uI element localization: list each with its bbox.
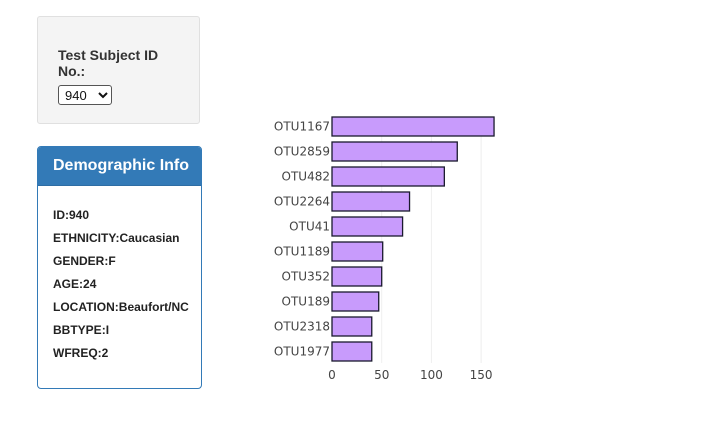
demographic-separator: : [114,300,119,314]
demographic-row-wfreq: WFREQ:2 [53,346,201,369]
category-label-otu1167: OTU1167 [274,120,330,134]
category-label-otu1189: OTU1189 [274,245,330,259]
category-label-otu352: OTU352 [282,270,330,284]
demographic-value: 940 [69,208,90,222]
category-label-otu189: OTU189 [282,295,330,309]
bar-otu189[interactable] [331,291,380,312]
demographic-key: GENDER [53,254,105,268]
category-label-otu2318: OTU2318 [274,320,330,334]
demographic-row-gender: GENDER:F [53,254,201,277]
demographic-row-ethnicity: ETHNICITY:Caucasian [53,231,201,254]
demographic-info-panel: Demographic Info ID:940 ETHNICITY:Caucasi… [37,146,202,389]
demographic-key: BBTYPE [53,323,102,337]
demographic-value: F [108,254,116,268]
category-label-otu2264: OTU2264 [274,195,330,209]
demographic-key: ETHNICITY [53,231,116,245]
bar-otu2859[interactable] [331,141,458,162]
demographic-value: 24 [83,277,97,291]
demographic-info-body: ID:940 ETHNICITY:Caucasian GENDER:F AGE:24 L… [38,186,201,369]
category-label-otu2859: OTU2859 [274,145,330,159]
bar-otu482[interactable] [331,166,445,187]
bar-otu2318[interactable] [331,316,373,337]
demographic-row-id: ID:940 [53,208,201,231]
demographic-separator: : [79,277,84,291]
bar-otu2264[interactable] [331,191,411,212]
x-tick-label-50: 50 [374,368,389,382]
subject-id-label: Test Subject ID No.: [58,47,159,79]
demographic-row-bbtype: BBTYPE:I [53,323,201,346]
demographic-separator: : [115,231,120,245]
subject-id-dropdown[interactable]: 940 [58,85,112,105]
demographic-row-age: AGE:24 [53,277,201,300]
demographic-key: WFREQ [53,346,98,360]
subject-selector-panel: Test Subject ID No.: 940 [37,16,200,124]
category-label-otu41: OTU41 [289,220,330,234]
demographic-key: AGE [53,277,80,291]
demographic-value: Beaufort/NC [118,300,189,314]
x-tick-label-100: 100 [420,368,443,382]
bar-otu41[interactable] [331,216,404,237]
demographic-separator: : [97,346,102,360]
bar-otu1167[interactable] [331,116,495,137]
demographic-row-location: LOCATION:Beaufort/NC [53,300,201,323]
demographic-value: I [105,323,110,337]
otu-bar-chart-svg: OTU1167 OTU2859 OTU482 OTU2264 OTU41 OTU1189 O… [274,116,495,382]
otu-bar-chart: OTU1167 OTU2859 OTU482 OTU2264 OTU41 OTU1189 O… [256,100,526,400]
bar-otu1977[interactable] [331,341,373,362]
demographic-separator: : [65,208,69,222]
category-label-otu482: OTU482 [282,170,330,184]
category-label-otu1977: OTU1977 [274,345,330,359]
demographic-value: Caucasian [119,231,180,245]
demographic-key: LOCATION [53,300,115,314]
x-tick-label-150: 150 [470,368,493,382]
demographic-key: ID [53,208,65,222]
bar-otu352[interactable] [331,266,383,287]
x-tick-label-0: 0 [328,368,336,382]
demographic-separator: : [101,323,106,337]
demographic-value: 2 [101,346,109,360]
demographic-info-title: Demographic Info [38,147,201,186]
bar-otu1189[interactable] [331,241,384,262]
demographic-separator: : [104,254,109,268]
